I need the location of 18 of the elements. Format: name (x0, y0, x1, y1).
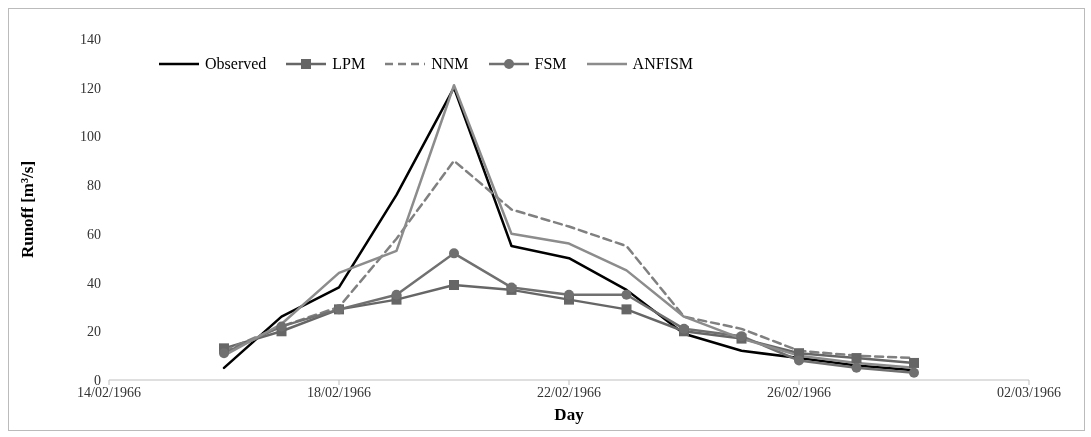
legend-label: FSM (534, 55, 567, 73)
x-tick-label: 02/03/1966 (997, 384, 1061, 400)
y-tick-label: 20 (87, 324, 101, 340)
legend-label: Observed (205, 55, 267, 73)
x-axis-title: Day (554, 405, 585, 424)
y-tick-label: 40 (87, 275, 101, 291)
x-tick-label: 26/02/1966 (767, 384, 831, 400)
legend-label: NNM (431, 55, 469, 73)
y-tick-label: 80 (87, 178, 101, 194)
y-tick-label: 60 (87, 226, 101, 242)
legend-label: ANFISM (632, 55, 694, 73)
x-tick-label: 18/02/1966 (307, 384, 371, 400)
x-tick-label: 22/02/1966 (537, 384, 601, 400)
y-tick-label: 100 (80, 129, 101, 145)
legend-label: LPM (332, 55, 366, 73)
y-axis-title: Runoff [m³/s] (18, 160, 38, 259)
y-tick-label: 120 (80, 80, 101, 96)
y-tick-label: 140 (80, 31, 101, 47)
